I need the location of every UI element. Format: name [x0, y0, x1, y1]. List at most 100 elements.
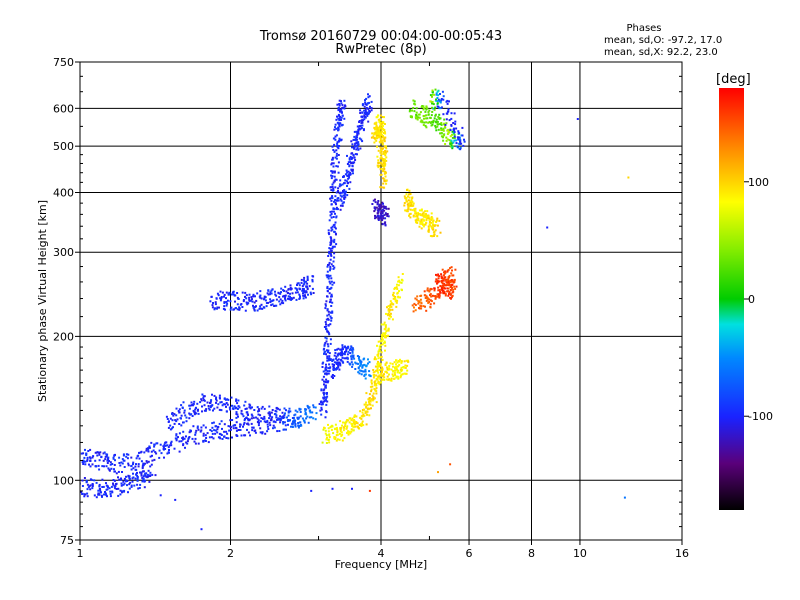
data-point	[297, 282, 300, 285]
data-point	[324, 304, 327, 307]
data-point	[271, 303, 274, 306]
data-point	[390, 377, 393, 380]
data-point	[446, 129, 449, 132]
data-point	[373, 141, 376, 144]
data-point	[392, 370, 395, 372]
data-point	[330, 239, 333, 242]
data-point	[186, 442, 189, 445]
data-point	[274, 413, 277, 415]
data-point	[450, 272, 453, 275]
data-point	[296, 291, 299, 294]
data-point	[440, 98, 443, 100]
data-point	[169, 417, 172, 420]
data-point	[346, 163, 349, 165]
data-point	[442, 290, 444, 293]
data-point	[300, 278, 303, 281]
data-point	[428, 217, 431, 220]
data-point	[311, 278, 314, 281]
data-point	[432, 219, 435, 222]
data-point	[426, 117, 429, 120]
data-point	[425, 114, 428, 117]
data-point	[359, 112, 362, 114]
data-point	[326, 330, 329, 333]
data-point	[123, 489, 126, 492]
data-point	[390, 315, 392, 318]
data-point	[330, 241, 333, 244]
data-point	[91, 483, 94, 485]
data-point	[219, 299, 222, 302]
data-point	[145, 449, 148, 452]
data-point	[450, 297, 452, 300]
data-point	[382, 135, 384, 137]
data-point	[341, 351, 343, 354]
data-point	[445, 279, 448, 282]
data-point	[109, 461, 112, 464]
data-point	[382, 128, 385, 130]
data-point	[336, 438, 339, 441]
data-point	[94, 451, 97, 454]
data-point	[350, 361, 353, 364]
data-point	[278, 300, 281, 303]
data-point	[377, 165, 380, 168]
data-point	[460, 142, 463, 145]
data-point	[416, 213, 419, 216]
data-point	[102, 452, 105, 455]
data-point	[334, 199, 336, 202]
data-point	[89, 448, 92, 451]
data-point	[147, 469, 150, 472]
data-point	[346, 425, 349, 428]
data-point	[105, 482, 107, 485]
data-point	[147, 447, 149, 450]
data-point	[245, 301, 248, 304]
data-point	[329, 269, 331, 272]
data-point	[379, 139, 382, 142]
data-point	[363, 374, 366, 377]
data-point	[330, 174, 333, 177]
data-point	[188, 436, 191, 438]
data-point	[339, 122, 341, 125]
data-point	[390, 379, 393, 382]
data-point	[386, 213, 389, 215]
data-point	[284, 412, 286, 415]
data-point	[168, 444, 171, 447]
data-point	[376, 136, 379, 139]
data-point	[335, 127, 338, 130]
data-point	[363, 118, 366, 121]
data-point	[432, 224, 435, 227]
data-point	[357, 427, 360, 429]
data-point	[99, 451, 102, 454]
data-point	[330, 428, 333, 431]
data-point	[379, 141, 382, 144]
data-point	[328, 333, 331, 336]
data-point	[462, 144, 465, 147]
data-point	[463, 138, 465, 141]
data-point	[325, 363, 327, 366]
data-point	[378, 203, 381, 206]
data-point	[139, 483, 142, 486]
data-point	[348, 348, 351, 351]
data-point	[376, 378, 379, 381]
data-point	[80, 452, 83, 455]
data-point	[331, 311, 334, 314]
data-point	[125, 455, 128, 458]
data-point	[435, 219, 438, 222]
data-point	[248, 293, 251, 296]
data-point	[368, 95, 371, 98]
data-point	[388, 373, 390, 376]
data-point	[440, 127, 443, 130]
data-point	[189, 404, 192, 407]
data-point	[219, 397, 221, 400]
data-point	[333, 180, 336, 183]
data-point	[420, 301, 423, 304]
data-point	[332, 170, 335, 173]
data-point	[441, 135, 444, 138]
data-point	[336, 165, 339, 168]
data-point	[221, 291, 224, 294]
data-point	[342, 194, 345, 197]
data-point	[440, 129, 443, 131]
data-point	[80, 491, 83, 493]
data-point	[325, 373, 328, 376]
data-point	[376, 134, 379, 137]
data-point	[172, 414, 175, 417]
data-point	[353, 130, 356, 133]
